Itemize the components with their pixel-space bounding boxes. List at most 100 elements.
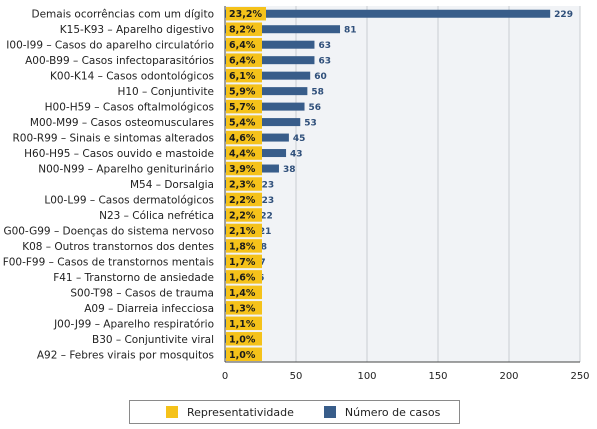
x-tick-label-2: 100 xyxy=(357,371,376,382)
category-label-9: H60-H95 – Casos ouvido e mastoide xyxy=(24,148,214,160)
bar-pct-6 xyxy=(226,99,262,114)
x-tick-label-0: 0 xyxy=(222,371,228,382)
bar-cases-4 xyxy=(225,71,311,80)
bar-cases-1 xyxy=(225,25,341,34)
category-label-21: B30 – Conjuntivite viral xyxy=(92,334,214,346)
value-label-8: 45 xyxy=(293,134,306,144)
category-label-16: F00-F99 – Casos de transtornos mentais xyxy=(3,256,214,268)
category-label-17: F41 – Transtorno de ansiedade xyxy=(53,272,214,284)
bar-pct-4 xyxy=(226,68,262,83)
category-label-4: K00-K14 – Casos odontológicos xyxy=(50,71,214,83)
pct-label-10: 3,9% xyxy=(229,164,256,175)
bar-pct-8 xyxy=(226,130,262,145)
value-label-3: 63 xyxy=(318,57,331,67)
category-label-3: A00-B99 – Casos infectoparasitórios xyxy=(25,55,214,67)
pct-label-6: 5,7% xyxy=(229,102,256,113)
bar-pct-2 xyxy=(226,37,262,52)
pct-label-22: 1,0% xyxy=(229,350,256,361)
bar-pct-20 xyxy=(226,316,262,331)
bar-pct-18 xyxy=(226,285,262,300)
bar-pct-0 xyxy=(226,7,266,21)
category-label-7: M00-M99 – Casos osteomusculares xyxy=(30,117,214,129)
category-label-6: H00-H59 – Casos oftalmológicos xyxy=(45,102,214,114)
bar-pct-3 xyxy=(226,53,262,67)
bar-pct-15 xyxy=(226,239,262,253)
bar-cases-0 xyxy=(225,9,551,18)
bar-cases-5 xyxy=(225,87,308,96)
pct-label-14: 2,1% xyxy=(229,226,256,237)
value-label-13: 22 xyxy=(260,211,273,221)
category-label-20: J00-J99 – Aparelho respiratório xyxy=(53,318,214,330)
bar-pct-9 xyxy=(226,146,262,160)
bar-pct-14 xyxy=(226,223,262,238)
bar-pct-1 xyxy=(226,22,262,36)
bar-cases-3 xyxy=(225,56,315,65)
plot-area xyxy=(225,6,580,362)
category-label-15: K08 – Outros transtornos dos dentes xyxy=(22,241,214,253)
legend-swatch-representatividade xyxy=(166,406,178,418)
bar-pct-12 xyxy=(226,192,262,207)
x-tick-label-5: 250 xyxy=(570,371,589,382)
pct-label-19: 1,3% xyxy=(229,303,256,314)
pct-label-2: 6,4% xyxy=(229,40,256,51)
x-tick-label-1: 50 xyxy=(290,371,303,382)
category-label-0: Demais ocorrências com um dígito xyxy=(31,9,214,21)
pct-label-12: 2,2% xyxy=(229,195,256,206)
category-label-5: H10 – Conjuntivite xyxy=(117,86,214,98)
bar-pct-13 xyxy=(226,208,262,222)
value-label-6: 56 xyxy=(309,103,322,113)
bar-pct-21 xyxy=(226,332,262,346)
category-label-1: K15-K93 – Aparelho digestivo xyxy=(60,24,214,36)
pct-label-13: 2,2% xyxy=(229,210,256,221)
value-label-12: 23 xyxy=(262,196,275,206)
pct-label-16: 1,7% xyxy=(229,257,256,268)
value-label-5: 58 xyxy=(311,88,324,98)
legend-label-numero-de-casos: Número de casos xyxy=(344,405,441,419)
bar-pct-11 xyxy=(226,177,262,191)
pct-label-7: 5,4% xyxy=(229,118,256,129)
value-label-7: 53 xyxy=(304,119,317,129)
pct-label-4: 6,1% xyxy=(229,71,256,82)
value-label-10: 38 xyxy=(283,165,296,175)
pct-label-3: 6,4% xyxy=(229,56,256,67)
category-label-8: R00-R99 – Sinais e sintomas alterados xyxy=(12,133,214,145)
bar-pct-7 xyxy=(226,115,262,129)
bar-pct-16 xyxy=(226,254,262,269)
category-label-18: S00-T98 – Casos de trauma xyxy=(70,287,214,299)
pct-label-8: 4,6% xyxy=(229,133,256,144)
pct-label-18: 1,4% xyxy=(229,288,256,299)
pct-label-1: 8,2% xyxy=(229,25,256,36)
pct-label-5: 5,9% xyxy=(229,87,256,98)
value-label-0: 229 xyxy=(554,10,573,20)
pct-label-11: 2,3% xyxy=(229,180,256,191)
value-label-2: 63 xyxy=(318,41,331,51)
value-label-11: 23 xyxy=(262,181,275,191)
bar-cases-2 xyxy=(225,40,315,49)
bar-pct-17 xyxy=(226,270,262,284)
category-label-14: G00-G99 – Doenças do sistema nervoso xyxy=(3,225,214,237)
legend-swatch-numero-de-casos xyxy=(323,406,336,418)
category-label-19: A09 – Diarreia infecciosa xyxy=(84,303,214,315)
value-label-4: 60 xyxy=(314,72,327,82)
pct-label-20: 1,1% xyxy=(229,319,256,330)
pct-label-15: 1,8% xyxy=(229,241,256,252)
chart-legend: Representatividade Número de casos xyxy=(129,400,460,424)
value-label-14: 21 xyxy=(259,227,272,237)
legend-item-numero-de-casos: Número de casos xyxy=(323,405,441,419)
x-tick-label-4: 200 xyxy=(499,371,518,382)
bar-cases-6 xyxy=(225,102,305,111)
legend-item-representatividade: Representatividade xyxy=(166,406,294,419)
legend-label-representatividade: Representatividade xyxy=(187,405,294,419)
x-tick-label-3: 150 xyxy=(428,371,447,382)
bar-pct-22 xyxy=(226,347,262,361)
pct-label-9: 4,4% xyxy=(229,149,256,160)
category-label-2: I00-I99 – Casos do aparelho circulatório xyxy=(6,40,214,52)
pct-label-21: 1,0% xyxy=(229,334,256,345)
bar-pct-5 xyxy=(226,84,262,98)
category-label-22: A92 – Febres virais por mosquitos xyxy=(37,349,214,361)
bar-cases-7 xyxy=(225,118,301,127)
bar-pct-19 xyxy=(226,301,262,315)
value-label-1: 81 xyxy=(344,26,357,36)
bar-pct-10 xyxy=(226,161,262,176)
